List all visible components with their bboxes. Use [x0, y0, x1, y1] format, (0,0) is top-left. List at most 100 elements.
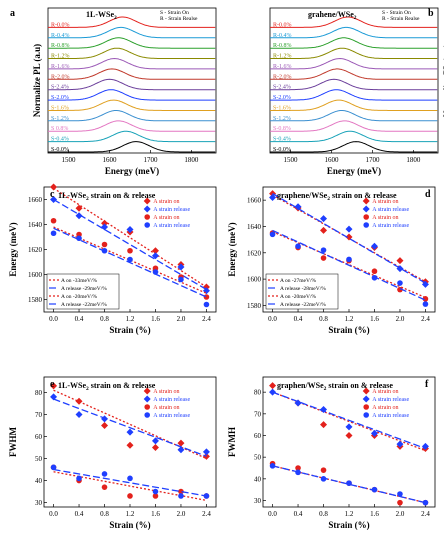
- data-point: [295, 465, 301, 471]
- x-tick-label: 1.6: [370, 315, 379, 323]
- legend-entry: A strain release: [372, 413, 409, 419]
- spectrum-label: S-1.2%: [273, 116, 291, 122]
- spectrum-line: [270, 130, 438, 143]
- y-tick-label: 1600: [247, 276, 262, 284]
- y-tick-label: 50: [35, 455, 43, 463]
- fit-line: [53, 227, 207, 298]
- data-point: [294, 203, 302, 211]
- data-point: [346, 480, 352, 486]
- spectrum-label: R-2.0%: [51, 74, 70, 80]
- spectrum-line: [270, 37, 438, 49]
- fit-legend-label: A release -22meV/%: [61, 302, 107, 308]
- y-tick-label: 1580: [28, 296, 43, 304]
- fit-line: [272, 229, 426, 301]
- spectrum-label: S-1.6%: [51, 105, 69, 111]
- data-point: [371, 274, 378, 281]
- y-tick-label: 1640: [247, 223, 262, 231]
- spectrum-label: S-2.0%: [51, 95, 69, 101]
- data-point: [75, 410, 83, 418]
- data-point: [151, 252, 159, 260]
- y-tick-label: 1620: [28, 246, 43, 254]
- data-point: [151, 444, 159, 452]
- y-tick-label: 70: [254, 410, 262, 418]
- data-point: [50, 196, 58, 203]
- data-point: [101, 223, 109, 231]
- legend-entry: A strain release: [372, 207, 409, 213]
- spectrum-line: [270, 47, 438, 59]
- x-tick-label: 0.0: [268, 315, 277, 323]
- data-point: [421, 442, 429, 450]
- x-axis-label: Energy (meV): [105, 166, 159, 176]
- legend-entry: A strain on: [153, 389, 179, 395]
- y-tick-label: 80: [35, 389, 43, 397]
- x-tick-label: 1700: [365, 156, 380, 164]
- spectrum-label: R-0.0%: [273, 22, 292, 28]
- y-tick-label: 30: [254, 497, 262, 505]
- data-point: [50, 230, 57, 237]
- data-point: [127, 493, 133, 499]
- data-point: [50, 382, 58, 390]
- x-axis-label: Strain (%): [109, 520, 150, 530]
- data-point: [151, 437, 159, 445]
- x-tick-label: 1800: [184, 156, 199, 164]
- data-point: [101, 471, 108, 477]
- y-tick-label: 60: [254, 432, 262, 440]
- spectrum-label: R-2.0%: [273, 74, 292, 80]
- data-point: [152, 269, 159, 275]
- data-point: [177, 446, 185, 454]
- data-point: [177, 439, 185, 447]
- data-point: [152, 493, 159, 499]
- data-point: [320, 226, 328, 234]
- data-point: [397, 280, 403, 286]
- spectrum-label: R-0.4%: [51, 33, 70, 39]
- panel-title: 1L-WSe2: [86, 10, 117, 21]
- fit-legend-label: A on -20meV/%: [280, 294, 316, 300]
- y-tick-label: 1600: [28, 271, 43, 279]
- plot-frame: [47, 7, 217, 154]
- x-tick-label: 2.0: [177, 510, 186, 518]
- x-axis-label: Energy (meV): [327, 166, 381, 176]
- data-point: [370, 242, 378, 250]
- x-tick-label: 1500: [283, 156, 298, 164]
- data-point: [320, 421, 328, 429]
- x-tick-label: 0.0: [268, 510, 277, 518]
- legend-entry: A strain release: [153, 207, 190, 213]
- x-tick-label: 0.8: [319, 510, 328, 518]
- y-tick-label: 1640: [28, 221, 43, 229]
- panel-title: 1L-WSe2 strain on & release: [58, 191, 156, 202]
- x-tick-label: 1700: [143, 156, 158, 164]
- data-point: [320, 215, 328, 223]
- spectrum-label: R-1.6%: [51, 64, 70, 70]
- data-point: [320, 467, 327, 473]
- data-point: [362, 395, 370, 403]
- legend-entry: A strain on: [153, 199, 179, 205]
- spectrum-line: [270, 120, 438, 132]
- data-point: [177, 263, 185, 271]
- spectrum-line: [48, 47, 216, 59]
- y-tick-label: 40: [254, 475, 262, 483]
- legend-entry: A strain release: [153, 223, 190, 229]
- legend-entry: A strain on: [372, 405, 398, 411]
- x-tick-label: 2.0: [396, 315, 405, 323]
- data-point: [178, 488, 184, 495]
- x-tick-label: 2.4: [202, 315, 211, 323]
- panel-a: R-0.0% R-0.4% R-0.8% R-1.2% R-1.6% R-2.0% S-2.…: [10, 7, 217, 176]
- x-tick-label: 0.4: [75, 315, 84, 323]
- spectrum-line: [48, 99, 216, 111]
- fit-legend-label: A release -28meV/%: [280, 286, 326, 292]
- spectrum-label: S-0.8%: [273, 126, 291, 132]
- x-tick-label: 0.8: [100, 315, 109, 323]
- data-point: [127, 475, 133, 482]
- x-tick-label: 0.4: [75, 510, 84, 518]
- data-point: [269, 382, 277, 390]
- data-point: [101, 241, 108, 248]
- panel-f: 0.0 0.4 0.8 1.2 1.6 2.0 2.4 30 40 50 60 70 80 A strai…: [227, 376, 436, 530]
- spectrum-label: R-1.2%: [51, 54, 70, 60]
- y-tick-label: 60: [35, 433, 43, 441]
- data-point: [178, 493, 184, 499]
- x-tick-label: 1.2: [345, 510, 354, 518]
- data-point: [178, 276, 184, 283]
- data-point: [345, 432, 353, 439]
- y-axis-label: Normalize PL (a.u): [32, 44, 42, 117]
- data-point: [269, 194, 277, 202]
